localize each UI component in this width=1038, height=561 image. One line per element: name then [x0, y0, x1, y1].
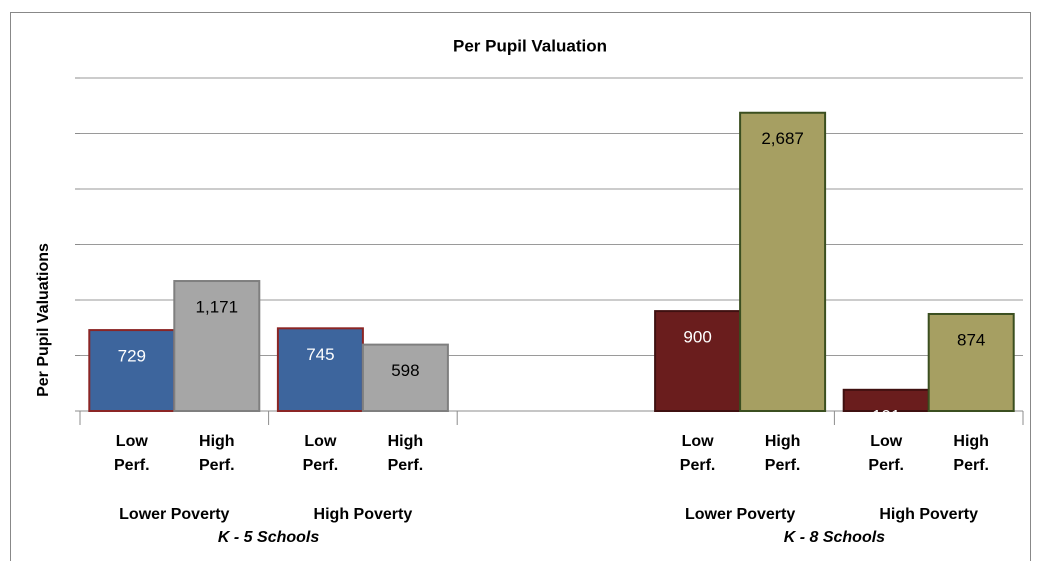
bar: [927, 312, 1015, 412]
y-axis-label: Per Pupil Valuations: [35, 243, 52, 397]
value-label: 745: [306, 345, 334, 364]
value-label: 1,171: [196, 298, 239, 317]
bar: [361, 343, 449, 413]
series-label: Low Perf.: [114, 433, 150, 474]
series-label: High Perf.: [387, 433, 424, 474]
bar: [739, 111, 827, 412]
series-label: High Perf.: [953, 433, 989, 474]
bar: [654, 310, 742, 413]
value-label: 900: [683, 328, 711, 347]
category-label: Lower Poverty: [119, 506, 230, 523]
category-label: High Poverty: [313, 506, 413, 523]
value-label: 191: [872, 406, 900, 425]
series-label: High Perf.: [764, 433, 801, 474]
value-label: 874: [957, 330, 985, 349]
series-label: Low Perf.: [679, 433, 716, 474]
value-label: 729: [118, 347, 146, 366]
category-label: Lower Poverty: [684, 506, 796, 523]
chart-frame: [10, 12, 1031, 561]
chart-title: Per Pupil Valuation: [453, 36, 607, 55]
series-label: High Perf.: [199, 433, 235, 474]
series-label: Low Perf.: [302, 433, 339, 474]
value-label: 598: [391, 361, 419, 380]
category-label: High Poverty: [879, 506, 979, 523]
group-label: K - 8 Schools: [783, 529, 886, 546]
bar: [173, 280, 261, 413]
value-label: 2,687: [761, 129, 804, 148]
bar: [88, 329, 176, 412]
series-label: Low Perf.: [868, 433, 904, 474]
bar: [276, 327, 364, 412]
group-label: K - 5 Schools: [217, 529, 320, 546]
